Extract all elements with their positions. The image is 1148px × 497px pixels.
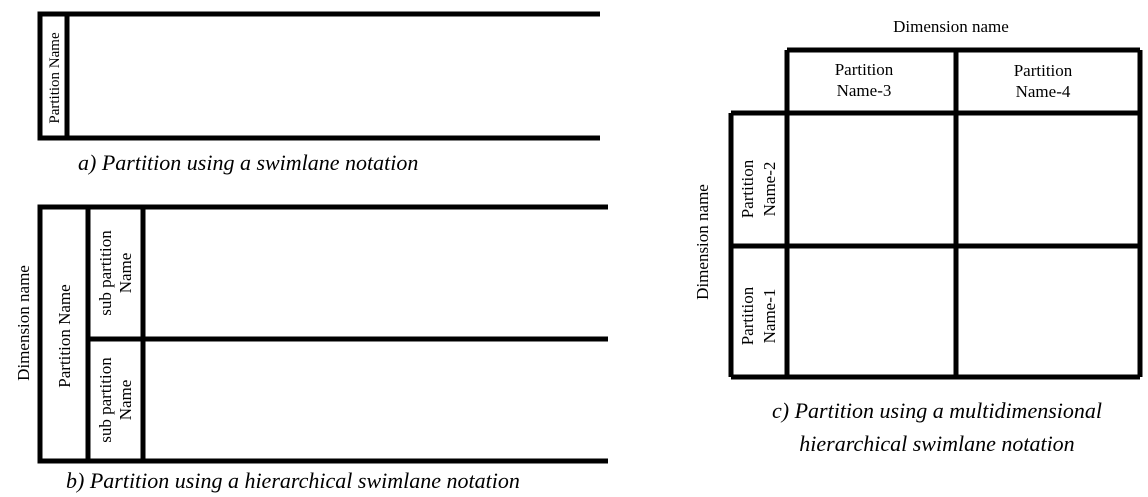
col-header-1-line1: Partition	[835, 60, 894, 79]
sub-partition-bottom-label-line2: Name	[116, 380, 135, 421]
caption-c-line2: hierarchical swimlane notation	[799, 431, 1074, 456]
top-dimension-name-label: Dimension name	[893, 17, 1009, 36]
row-header-2-line1: Partition	[738, 286, 757, 345]
diagram-a: Partition Name a) Partition using a swim…	[37, 11, 600, 175]
col-header-2-line2: Name-4	[1016, 82, 1071, 101]
col-header-1-line2: Name-3	[837, 81, 892, 100]
caption-c-line1: c) Partition using a multidimensional	[772, 398, 1102, 423]
sub-partition-bottom-label-line1: sub partition	[96, 357, 115, 443]
left-dimension-name-label: Dimension name	[693, 184, 712, 300]
dimension-name-label: Dimension name	[14, 265, 33, 381]
caption-a: a) Partition using a swimlane notation	[78, 150, 418, 175]
col-header-2-line1: Partition	[1014, 61, 1073, 80]
row-header-2-line2: Name-1	[760, 289, 779, 344]
row-header-1-line2: Name-2	[760, 162, 779, 217]
partition-name-label: Partition Name	[47, 32, 63, 124]
diagram-b: Dimension name Partition Name sub partit…	[14, 204, 608, 493]
caption-b: b) Partition using a hierarchical swimla…	[66, 468, 520, 493]
sub-partition-top-label-line1: sub partition	[96, 230, 115, 316]
partition-name-label: Partition Name	[55, 284, 74, 387]
row-header-1-line1: Partition	[738, 159, 757, 218]
sub-partition-top-label-line2: Name	[116, 253, 135, 294]
diagram-c: Dimension name Dimension name Partition …	[693, 17, 1143, 456]
